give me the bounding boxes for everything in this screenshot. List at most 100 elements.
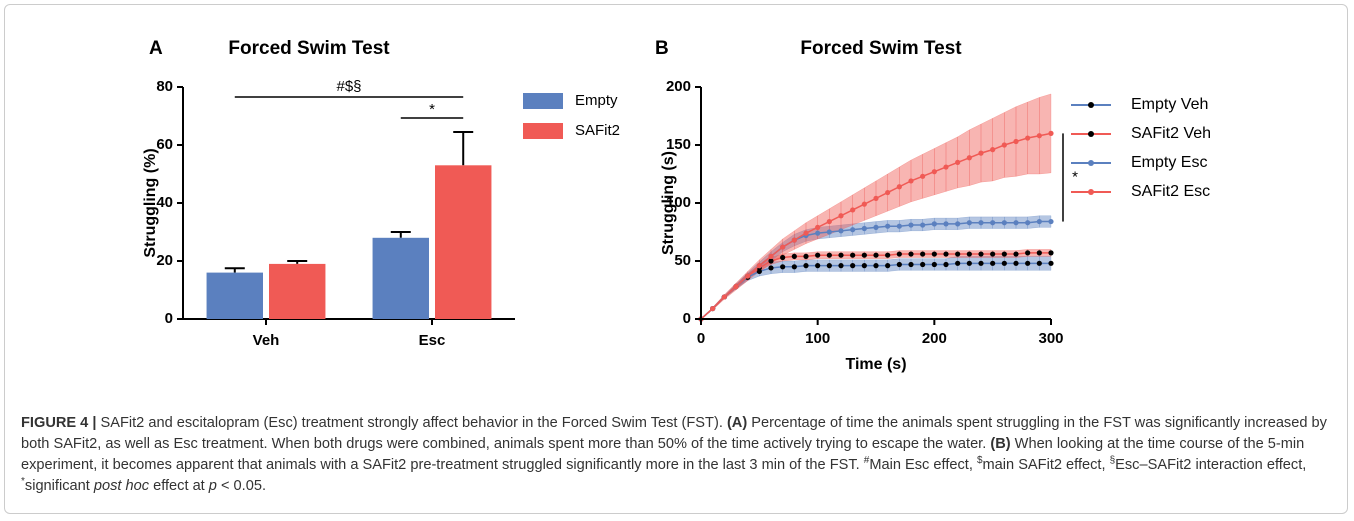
marker xyxy=(1036,133,1042,139)
y-axis-label: Struggling (s) xyxy=(660,151,677,255)
marker xyxy=(1036,218,1042,225)
marker xyxy=(1001,220,1007,226)
marker xyxy=(896,261,902,268)
error-band xyxy=(1004,106,1017,178)
caption-text: (A) xyxy=(726,415,748,431)
marker xyxy=(1025,220,1031,226)
marker xyxy=(908,251,914,257)
marker xyxy=(1013,138,1019,145)
marker xyxy=(955,251,961,257)
caption-text: significant xyxy=(24,478,94,494)
marker xyxy=(978,220,984,226)
annotation: #$§ xyxy=(336,78,361,95)
marker xyxy=(850,252,856,258)
legend-marker xyxy=(1088,102,1094,108)
marker xyxy=(710,305,716,312)
marker xyxy=(815,252,821,258)
legend-label: Empty Esc xyxy=(1131,154,1207,171)
figure: A Forced Swim Test 0 20 40 60 80 Struggling (%)… xyxy=(4,4,1348,514)
x-tick-label: Veh xyxy=(253,332,280,349)
marker xyxy=(885,263,891,269)
marker xyxy=(1001,142,1007,148)
bar xyxy=(206,272,263,319)
marker xyxy=(885,189,891,196)
charts: A Forced Swim Test 0 20 40 60 80 Struggling (%)… xyxy=(142,38,1211,373)
marker xyxy=(955,221,961,227)
marker xyxy=(791,264,797,270)
x-tick-label: 200 xyxy=(922,330,947,347)
marker xyxy=(943,221,949,227)
marker xyxy=(733,283,739,290)
x-axis-label: Time (s) xyxy=(845,356,906,373)
marker xyxy=(873,195,879,201)
error-band xyxy=(957,129,970,189)
marker xyxy=(838,213,844,219)
marker xyxy=(850,207,856,213)
marker xyxy=(966,251,972,257)
bar xyxy=(372,237,429,319)
bar xyxy=(435,165,492,319)
marker xyxy=(780,244,786,250)
marker xyxy=(1025,135,1031,141)
marker xyxy=(756,263,762,269)
error-band xyxy=(980,117,993,183)
x-tick-label: 100 xyxy=(805,330,830,347)
y-tick-label: 40 xyxy=(156,194,173,211)
marker xyxy=(803,253,809,259)
marker xyxy=(1036,250,1042,256)
marker xyxy=(768,258,774,264)
marker xyxy=(990,220,996,226)
marker xyxy=(791,237,797,243)
marker xyxy=(768,253,774,259)
marker xyxy=(780,254,786,261)
marker xyxy=(873,252,879,258)
caption-text: effect at xyxy=(149,478,209,494)
marker xyxy=(990,147,996,153)
marker xyxy=(955,159,961,165)
marker xyxy=(1001,251,1007,257)
marker xyxy=(803,230,809,236)
marker xyxy=(1036,260,1042,266)
chart-title: Forced Swim Test xyxy=(228,38,390,59)
marker xyxy=(826,263,832,269)
legend-label: SAFit2 Veh xyxy=(1131,125,1211,142)
y-tick-label: 80 xyxy=(156,78,173,95)
caption-text: p xyxy=(208,478,217,494)
marker xyxy=(861,201,867,207)
caption-text: main SAFit2 effect, xyxy=(982,457,1110,473)
legend-marker xyxy=(1088,160,1094,166)
marker xyxy=(931,261,937,268)
marker xyxy=(1001,260,1007,266)
panel-label: B xyxy=(655,38,669,59)
marker xyxy=(826,229,832,235)
marker xyxy=(1048,250,1054,256)
marker xyxy=(885,252,891,258)
legend-marker xyxy=(1088,131,1094,137)
marker xyxy=(966,155,972,161)
marker xyxy=(826,218,832,225)
marker xyxy=(1013,260,1019,266)
marker xyxy=(1048,260,1054,266)
x-tick-label: Esc xyxy=(419,332,446,349)
panel-label: A xyxy=(149,38,163,59)
y-tick-label: 0 xyxy=(683,310,691,327)
annotation: * xyxy=(429,101,435,118)
marker xyxy=(966,220,972,226)
caption-text: SAFit2 and escitalopram (Esc) treatment … xyxy=(96,415,727,431)
legend-marker xyxy=(1088,189,1094,195)
marker xyxy=(745,273,751,279)
marker xyxy=(920,173,926,179)
marker xyxy=(896,251,902,257)
legend-label: SAFit2 xyxy=(575,122,620,139)
x-tick-label: 300 xyxy=(1038,330,1063,347)
marker xyxy=(885,223,891,229)
caption-text: § xyxy=(1109,455,1116,467)
marker xyxy=(873,263,879,269)
marker xyxy=(815,224,821,230)
marker xyxy=(1048,218,1054,225)
marker xyxy=(826,252,832,258)
caption-text: post hoc xyxy=(93,478,150,494)
marker xyxy=(978,251,984,257)
chart-title: Forced Swim Test xyxy=(800,38,962,59)
marker xyxy=(990,251,996,257)
